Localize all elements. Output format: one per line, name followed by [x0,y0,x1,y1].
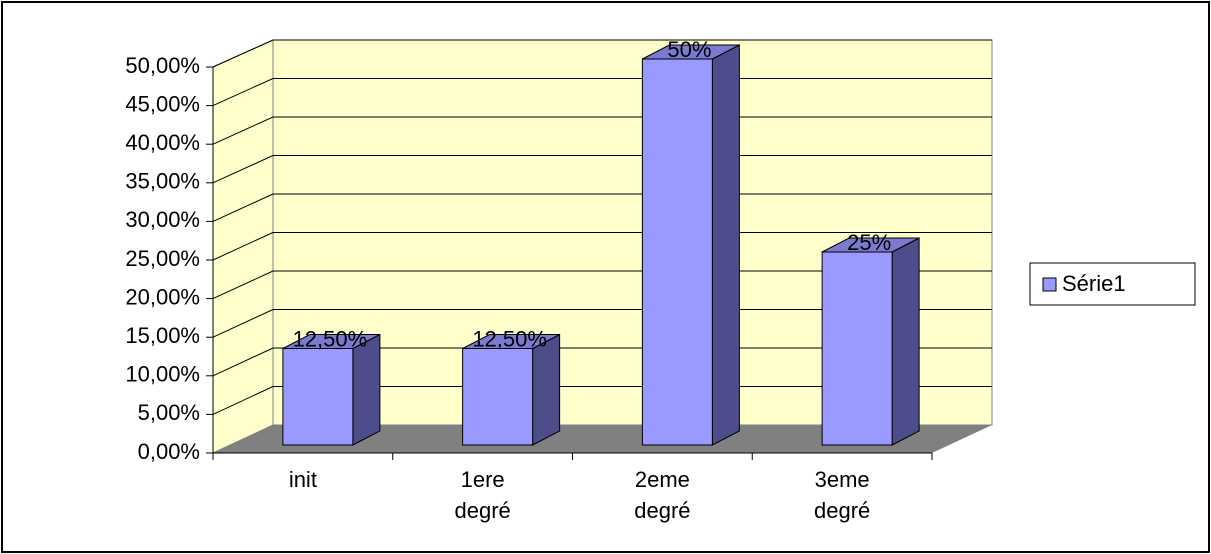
legend-label: Série1 [1062,271,1126,296]
bar-side [711,44,740,446]
bar [821,251,893,446]
grid-line [212,386,274,415]
y-tick-label: 40,00% [125,130,200,155]
y-tick-label: 5,00% [138,400,200,425]
y-tick-label: 20,00% [125,284,200,309]
y-tick-label: 50,00% [125,53,200,78]
grid-line [212,232,274,261]
value-label: 50% [667,37,711,62]
y-tick-label: 0,00% [138,439,200,464]
grid-line [212,270,274,300]
x-tick-label: init [288,467,317,492]
value-label: 12,50% [293,326,368,351]
y-tick-label: 10,00% [125,362,200,387]
y-tick-label: 15,00% [125,323,200,348]
grid-line [212,39,274,68]
y-tick-label: 35,00% [125,169,200,194]
value-label: 25% [847,230,891,255]
grid-line [212,116,274,145]
x-tick-label: 1ere degré [454,467,511,523]
x-tick-label: 2eme degré [634,467,691,523]
bar-side [891,237,920,446]
value-label: 12,50% [472,326,547,351]
grid-line [212,155,274,184]
x-tick-label: 3eme degré [813,467,871,523]
floor [213,425,992,453]
grid-line [212,193,274,222]
legend-box [1029,262,1196,306]
bar [641,58,713,446]
y-tick-label: 30,00% [125,207,200,232]
y-tick-label: 25,00% [125,246,200,271]
bar [462,348,534,446]
grid-line [212,78,274,107]
y-tick-label: 45,00% [125,91,200,116]
bar [282,348,354,446]
grid-line [212,347,274,377]
grid-line [212,309,274,338]
legend-swatch [1042,277,1057,292]
